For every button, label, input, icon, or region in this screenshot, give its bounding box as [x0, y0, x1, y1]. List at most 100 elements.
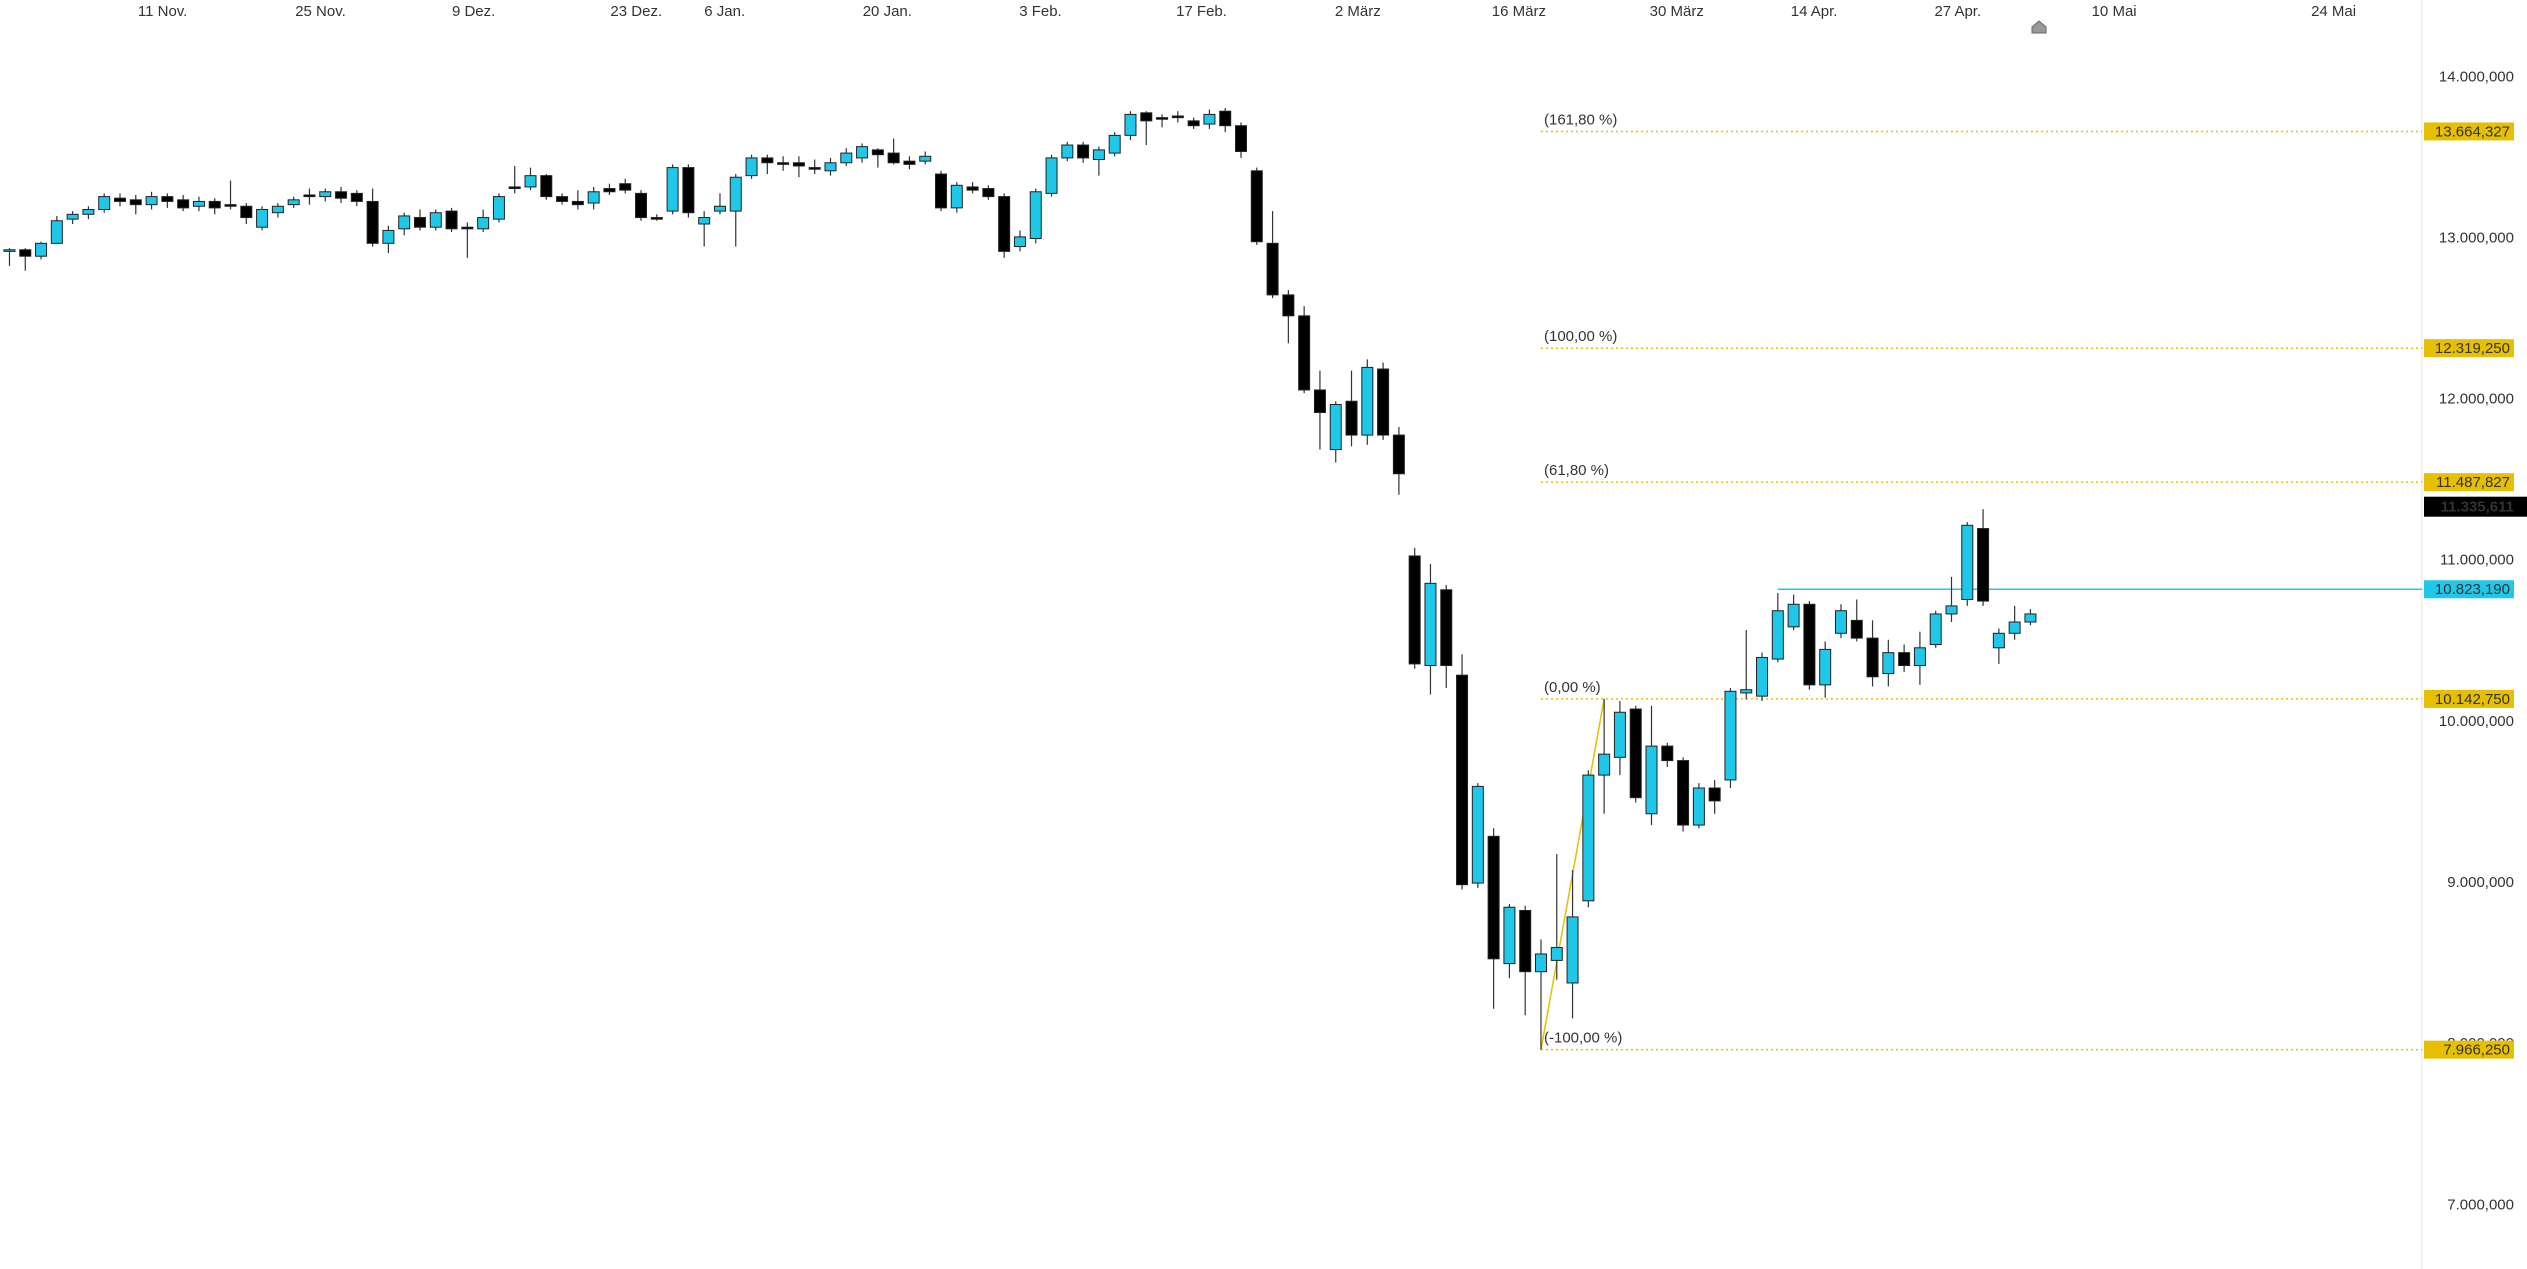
- candle-body: [1061, 144, 1074, 159]
- candle-body: [998, 196, 1011, 252]
- x-tick-label: 23 Dez.: [610, 3, 662, 20]
- candle-body: [808, 167, 821, 170]
- fib-level-label: (0,00 %): [1544, 679, 1601, 696]
- candle-body: [1992, 632, 2005, 649]
- candle-body: [3, 249, 16, 252]
- x-tick-label: 9 Dez.: [452, 3, 495, 20]
- candle-body: [382, 229, 395, 244]
- candle-body: [950, 184, 963, 209]
- candle-body: [1456, 674, 1469, 886]
- candle-body: [1219, 110, 1232, 127]
- fib-value-label: 12.319,250: [2435, 340, 2510, 357]
- candle-body: [635, 192, 648, 219]
- last-price-label: 11.335,611: [2441, 499, 2514, 516]
- candle-body: [1408, 555, 1421, 665]
- x-tick-label: 10 Mai: [2092, 3, 2137, 20]
- candle-body: [1045, 157, 1058, 194]
- candle-body: [1029, 191, 1042, 239]
- candle-body: [240, 205, 253, 219]
- candle-body: [1234, 125, 1247, 152]
- x-tick-label: 14 Apr.: [1791, 3, 1838, 20]
- candle-body: [824, 162, 837, 172]
- candle-body: [935, 173, 948, 209]
- candle-body: [224, 204, 237, 207]
- candle-body: [1298, 315, 1311, 391]
- support-value-label: 10.823,190: [2435, 581, 2510, 598]
- candle-body: [1677, 760, 1690, 826]
- candle-body: [161, 196, 174, 202]
- fib-level-label: (100,00 %): [1544, 328, 1617, 345]
- candle-body: [1598, 753, 1611, 776]
- candle-body: [1645, 745, 1658, 815]
- candle-body: [966, 186, 979, 191]
- candle-body: [1345, 400, 1358, 436]
- y-tick-label: 14.000,000: [2439, 68, 2514, 85]
- candle-body: [919, 155, 932, 162]
- candle-body: [1013, 236, 1026, 248]
- candle-body: [603, 188, 616, 193]
- candle-body: [856, 146, 869, 159]
- fib-value-label: 10.142,750: [2435, 691, 2510, 708]
- candle-body: [1708, 787, 1721, 802]
- candle-body: [445, 210, 458, 230]
- candle-body: [1850, 619, 1863, 639]
- candle-body: [2008, 621, 2021, 634]
- candle-body: [192, 200, 205, 207]
- candle-body: [1092, 149, 1105, 161]
- candle-body: [745, 157, 758, 177]
- x-tick-label: 3 Feb.: [1019, 3, 1062, 20]
- candle-body: [1834, 610, 1847, 634]
- candle-body: [145, 196, 158, 206]
- candle-body: [1329, 403, 1342, 451]
- candle-body: [1392, 434, 1405, 475]
- candle-body: [413, 217, 426, 228]
- candle-body: [682, 167, 695, 214]
- marker-icon: [2031, 20, 2047, 34]
- candle-body: [1566, 916, 1579, 984]
- x-tick-label: 30 März: [1650, 3, 1704, 20]
- x-tick-label: 6 Jan.: [704, 3, 745, 20]
- candle-body: [871, 149, 884, 156]
- candle-body: [524, 175, 537, 188]
- candle-body: [1250, 170, 1263, 243]
- candle-body: [113, 197, 126, 202]
- x-tick-label: 27 Apr.: [1934, 3, 1981, 20]
- candle-body: [50, 220, 63, 244]
- candle-body: [887, 152, 900, 164]
- candle-body: [335, 191, 348, 199]
- candle-body: [461, 226, 474, 230]
- candle-body: [1961, 524, 1974, 600]
- candle-body: [1266, 242, 1279, 296]
- candle-body: [1108, 134, 1121, 154]
- candle-body: [1377, 368, 1390, 436]
- candle-body: [587, 191, 600, 204]
- candle-body: [1282, 294, 1295, 317]
- candle-body: [98, 196, 111, 210]
- candle-body: [1882, 652, 1895, 675]
- candle-body: [1582, 774, 1595, 902]
- fib-level-label: (-100,00 %): [1544, 1030, 1622, 1047]
- candle-body: [19, 249, 32, 257]
- candle-body: [556, 196, 569, 202]
- candle-body: [66, 213, 79, 220]
- candle-body: [508, 186, 521, 190]
- fib-value-box: [2424, 1040, 2514, 1059]
- candle-body: [713, 205, 726, 212]
- candle-body: [1866, 637, 1879, 678]
- candle-body: [429, 212, 442, 228]
- fib-value-box: [2424, 339, 2514, 358]
- candle-body: [477, 217, 490, 230]
- candle-body: [792, 162, 805, 167]
- x-tick-label: 20 Jan.: [863, 3, 912, 20]
- candle-body: [1471, 785, 1484, 884]
- candle-body: [319, 191, 332, 198]
- candle-body: [903, 160, 916, 165]
- x-tick-label: 2 März: [1335, 3, 1381, 20]
- candle-body: [1803, 603, 1816, 686]
- x-tick-label: 16 März: [1492, 3, 1546, 20]
- candle-body: [271, 205, 284, 214]
- candle-body: [1945, 605, 1958, 615]
- candle-body: [1519, 909, 1532, 973]
